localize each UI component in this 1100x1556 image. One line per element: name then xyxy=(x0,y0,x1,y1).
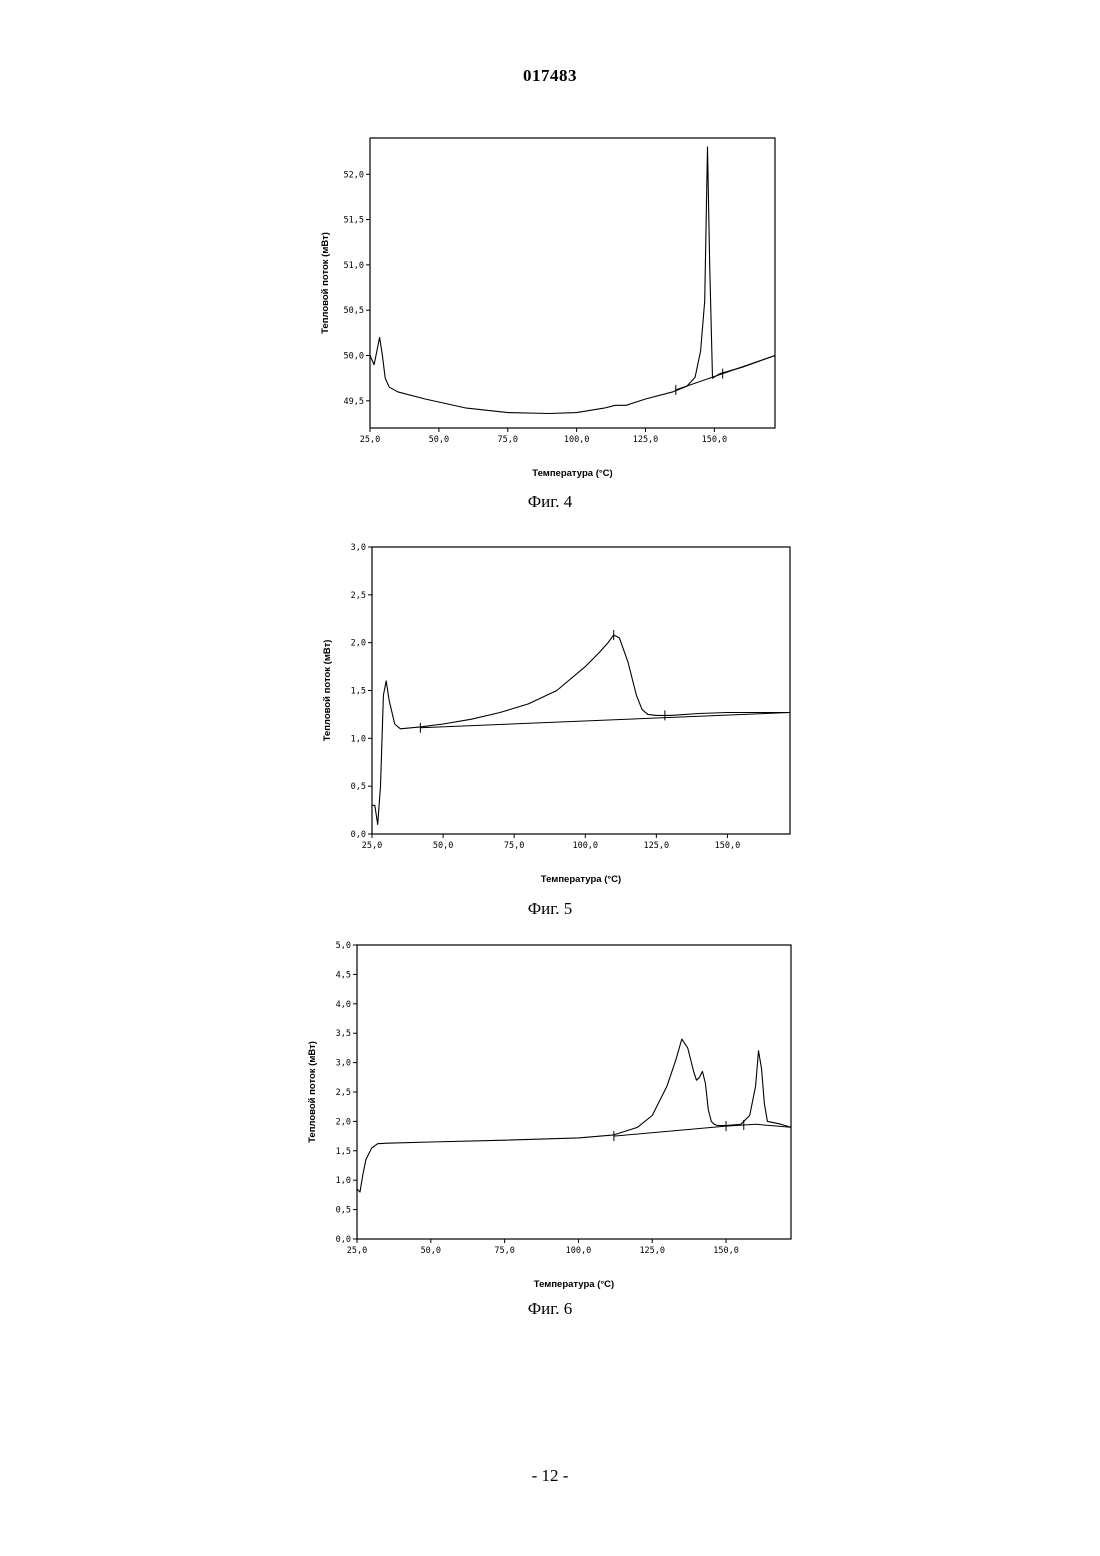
x-tick-label: 100,0 xyxy=(566,1246,592,1256)
y-tick-label: 1,0 xyxy=(336,1176,351,1186)
y-tick-label: 1,5 xyxy=(336,1147,351,1157)
y-tick-label: 51,0 xyxy=(344,261,364,271)
dsc-curve xyxy=(372,635,790,824)
x-tick-label: 25,0 xyxy=(362,841,382,851)
x-tick-label: 25,0 xyxy=(360,435,380,445)
y-tick-label: 1,5 xyxy=(351,687,366,697)
figure-caption: Фиг. 6 xyxy=(295,1299,805,1319)
dsc-curve xyxy=(357,1039,791,1192)
x-tick-label: 75,0 xyxy=(494,1246,514,1256)
y-tick-label: 0,0 xyxy=(336,1235,351,1245)
y-tick-label: 3,0 xyxy=(336,1059,351,1069)
y-tick-label: 3,5 xyxy=(336,1029,351,1039)
x-tick-label: 75,0 xyxy=(504,841,524,851)
y-tick-label: 0,5 xyxy=(351,782,366,792)
y-axis-label: Тепловой поток (мВт) xyxy=(320,232,331,334)
x-axis-label: Температура (°C) xyxy=(534,1279,614,1290)
chart-figure-6: 25,0 50,0 75,0 100,0 125,0 150,0 0,0 0,5 1,0 1,5 2… xyxy=(295,935,805,1295)
x-tick-label: 50,0 xyxy=(429,435,449,445)
y-tick-label: 2,5 xyxy=(336,1088,351,1098)
y-tick-label: 0,5 xyxy=(336,1206,351,1216)
y-tick-label: 2,5 xyxy=(351,591,366,601)
chart-figure-4: 25,0 50,0 75,0 100,0 125,0 150,0 49,5 50,0 50,5 5… xyxy=(300,120,800,490)
y-tick-label: 52,0 xyxy=(344,170,364,180)
y-axis-label: Тепловой поток (мВт) xyxy=(322,640,333,742)
page-number: - 12 - xyxy=(0,1466,1100,1486)
y-tick-label: 51,5 xyxy=(344,216,364,226)
y-tick-label: 2,0 xyxy=(351,639,366,649)
figure-caption: Фиг. 5 xyxy=(300,899,800,919)
x-tick-label: 125,0 xyxy=(639,1246,665,1256)
figure-5: 25,0 50,0 75,0 100,0 125,0 150,0 0,0 0,5 1,0 1,5 2… xyxy=(300,535,800,925)
x-tick-label: 75,0 xyxy=(498,435,518,445)
dsc-curve xyxy=(370,147,775,413)
y-tick-label: 49,5 xyxy=(344,397,364,407)
figure-caption: Фиг. 4 xyxy=(300,492,800,512)
x-axis-label: Температура (°C) xyxy=(532,468,612,479)
y-tick-label: 1,0 xyxy=(351,734,366,744)
figure-4: 25,0 50,0 75,0 100,0 125,0 150,0 49,5 50,0 50,5 5… xyxy=(300,120,800,520)
document-number: 017483 xyxy=(0,66,1100,86)
y-axis-label: Тепловой поток (мВт) xyxy=(307,1041,318,1143)
x-tick-label: 50,0 xyxy=(421,1246,441,1256)
y-tick-label: 2,0 xyxy=(336,1117,351,1127)
y-tick-label: 50,5 xyxy=(344,306,364,316)
y-tick-label: 0,0 xyxy=(351,830,366,840)
plot-frame xyxy=(370,138,775,428)
y-tick-label: 4,5 xyxy=(336,970,351,980)
plot-frame xyxy=(357,945,791,1239)
chart-figure-5: 25,0 50,0 75,0 100,0 125,0 150,0 0,0 0,5 1,0 1,5 2… xyxy=(300,535,800,895)
x-tick-label: 125,0 xyxy=(644,841,670,851)
integration-baseline xyxy=(614,1124,791,1136)
x-tick-label: 25,0 xyxy=(347,1246,367,1256)
x-tick-label: 150,0 xyxy=(713,1246,739,1256)
x-tick-label: 50,0 xyxy=(433,841,453,851)
x-tick-label: 125,0 xyxy=(633,435,659,445)
y-tick-label: 5,0 xyxy=(336,941,351,951)
figure-6: 25,0 50,0 75,0 100,0 125,0 150,0 0,0 0,5 1,0 1,5 2… xyxy=(295,935,805,1325)
x-tick-label: 100,0 xyxy=(564,435,590,445)
y-tick-label: 4,0 xyxy=(336,1000,351,1010)
integration-baseline xyxy=(420,713,790,728)
y-tick-label: 3,0 xyxy=(351,543,366,553)
y-tick-label: 50,0 xyxy=(344,352,364,362)
x-tick-label: 100,0 xyxy=(572,841,598,851)
x-tick-label: 150,0 xyxy=(715,841,741,851)
x-tick-label: 150,0 xyxy=(702,435,728,445)
x-axis-label: Температура (°C) xyxy=(541,874,621,885)
plot-frame xyxy=(372,547,790,834)
